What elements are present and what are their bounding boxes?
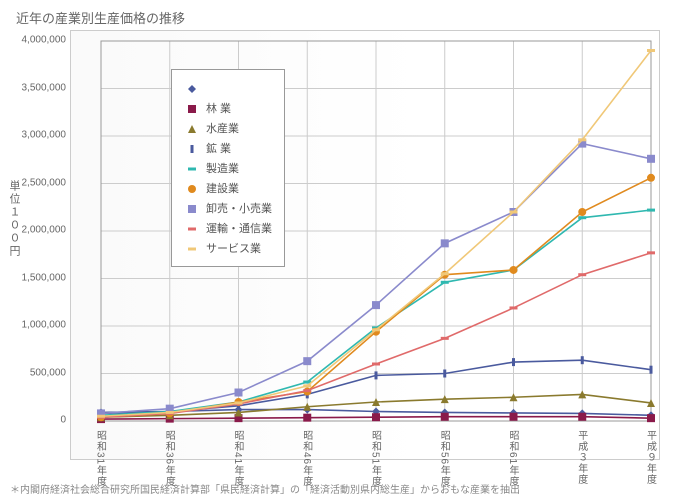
legend-item: 卸売・小売業: [184, 198, 272, 218]
legend: 林 業水産業鉱 業製造業建設業卸売・小売業運輸・通信業サービス業: [171, 69, 285, 267]
y-tick-label: 4,000,000: [6, 35, 66, 46]
y-tick-label: 0: [6, 415, 66, 426]
legend-item: [184, 78, 272, 98]
legend-item: 水産業: [184, 118, 272, 138]
x-tick-label: 平成３年度: [574, 430, 589, 485]
legend-item: 鉱 業: [184, 138, 272, 158]
y-tick-label: 3,000,000: [6, 130, 66, 141]
x-tick-label: 平成９年度: [643, 430, 658, 485]
legend-label: 製造業: [206, 160, 239, 176]
legend-label: 水産業: [206, 120, 239, 136]
legend-marker-icon: [184, 223, 200, 233]
legend-label: 建設業: [206, 180, 239, 196]
legend-label: 鉱 業: [206, 140, 231, 156]
legend-marker-icon: [184, 243, 200, 253]
legend-marker-icon: [184, 183, 200, 193]
x-tick-label: 昭和51年度: [368, 430, 383, 487]
x-tick-label: 昭和61年度: [505, 430, 520, 487]
y-tick-label: 2,000,000: [6, 225, 66, 236]
x-tick-label: 昭和41年度: [230, 430, 245, 487]
x-tick-label: 昭和46年度: [299, 430, 314, 487]
legend-marker-icon: [184, 83, 200, 93]
y-tick-label: 2,500,000: [6, 177, 66, 188]
chart-container: 近年の産業別生産価格の推移 単位１００円 林 業水産業鉱 業製造業建設業卸売・小…: [0, 0, 680, 500]
legend-marker-icon: [184, 143, 200, 153]
legend-label: 運輸・通信業: [206, 220, 272, 236]
y-tick-label: 1,000,000: [6, 320, 66, 331]
chart-plot-box: 林 業水産業鉱 業製造業建設業卸売・小売業運輸・通信業サービス業: [70, 30, 660, 460]
legend-item: 製造業: [184, 158, 272, 178]
legend-item: 建設業: [184, 178, 272, 198]
chart-svg: [71, 31, 661, 461]
x-tick-label: 昭和31年度: [93, 430, 108, 487]
legend-label: サービス業: [206, 240, 261, 256]
y-tick-label: 1,500,000: [6, 272, 66, 283]
legend-item: サービス業: [184, 238, 272, 258]
x-tick-label: 昭和56年度: [436, 430, 451, 487]
y-tick-label: 3,500,000: [6, 82, 66, 93]
legend-marker-icon: [184, 123, 200, 133]
legend-marker-icon: [184, 163, 200, 173]
chart-title: 近年の産業別生産価格の推移: [16, 8, 185, 27]
legend-label: 卸売・小売業: [206, 200, 272, 216]
y-tick-label: 500,000: [6, 367, 66, 378]
legend-marker-icon: [184, 103, 200, 113]
footnote: ＊内閣府経済社会総合研究所国民経済計算部「県民経済計算」の「経済活動別県内総生産…: [10, 481, 520, 496]
legend-item: 林 業: [184, 98, 272, 118]
legend-label: 林 業: [206, 100, 231, 116]
legend-marker-icon: [184, 203, 200, 213]
x-tick-label: 昭和36年度: [161, 430, 176, 487]
legend-item: 運輸・通信業: [184, 218, 272, 238]
y-axis-label: 単位１００円: [6, 180, 22, 258]
